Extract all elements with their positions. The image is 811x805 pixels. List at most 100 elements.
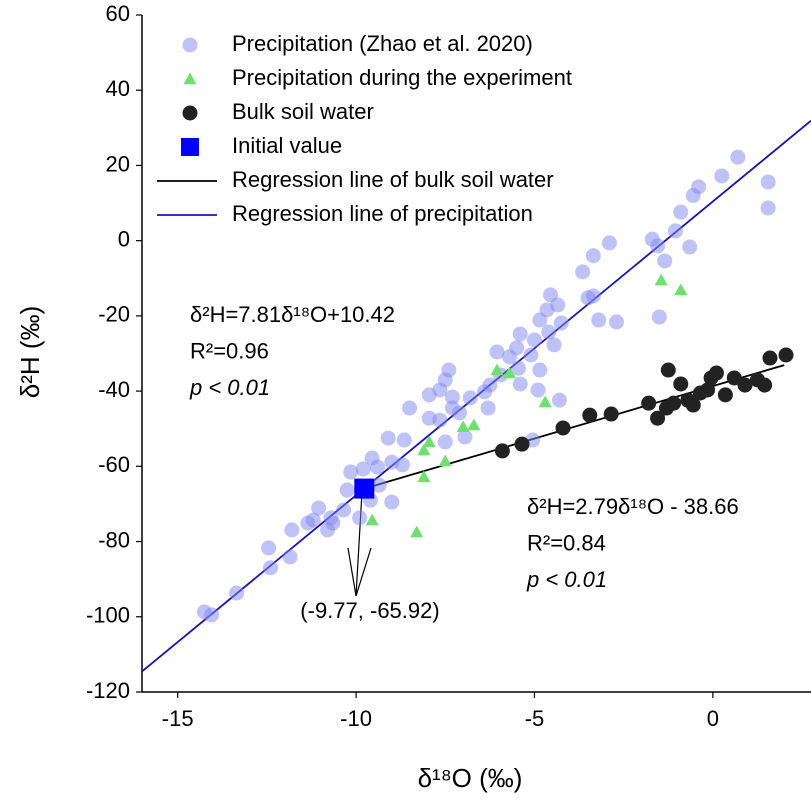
point [417,443,431,456]
point [467,418,481,431]
point [641,395,657,411]
point [685,188,701,204]
point [526,332,542,348]
y-tick-label: -80 [98,527,130,552]
y-tick-label: 0 [118,226,130,251]
point [311,500,327,516]
y-tick-label: -120 [86,678,130,703]
point [417,470,431,483]
point [700,382,716,398]
x-tick-label: -15 [162,706,194,731]
point [523,347,539,363]
point [651,309,667,325]
annotation: R²=0.84 [527,530,606,555]
y-tick-label: -20 [98,302,130,327]
arrow [347,491,372,597]
x-axis-label: δ¹⁸O (‰) [418,763,523,793]
x-tick-label: -5 [525,706,545,731]
point [673,376,689,392]
point [682,239,698,255]
point [708,365,724,381]
annotation: δ²H=7.81δ¹⁸O+10.42 [190,302,395,327]
point [452,405,468,421]
point [609,314,625,330]
point [514,436,530,452]
point [284,522,300,538]
point [365,513,379,526]
y-axis-label: δ²H (‰) [15,306,45,398]
point [512,326,528,342]
point [456,420,470,433]
point [575,264,591,280]
point [660,362,676,378]
point [229,585,245,601]
point [714,168,730,184]
point [282,549,298,565]
y-tick-label: 40 [106,76,130,101]
legend-marker [183,72,197,85]
point [394,457,410,473]
legend-marker [181,138,199,156]
point [325,515,341,531]
point [380,430,396,446]
point [657,253,673,269]
point [441,362,457,378]
annotation: p < 0.01 [526,567,607,592]
legend-label: Regression line of bulk soil water [232,167,554,192]
legend-label: Precipitation during the experiment [232,65,572,90]
point [300,515,316,531]
point [371,477,387,493]
point [674,283,688,296]
annotation: (-9.77, -65.92) [300,598,439,623]
x-tick-label: 0 [707,706,719,731]
point [502,349,518,365]
y-tick-label: -100 [86,603,130,628]
point [384,494,400,510]
point [512,376,528,392]
point [650,238,666,254]
point [262,560,278,576]
point [667,223,683,239]
point [726,370,742,386]
point [352,510,368,526]
point [532,362,548,378]
point [457,429,473,445]
point [480,400,496,416]
point [585,248,601,264]
point [530,382,546,398]
point [339,482,355,498]
point [355,461,371,477]
y-tick-label: -60 [98,452,130,477]
point [551,392,567,408]
point [757,377,773,393]
legend-marker [182,105,198,121]
point [760,174,776,190]
point [737,377,753,393]
point [650,410,666,426]
point [541,324,557,340]
point [532,312,548,328]
point [582,407,598,423]
point [421,410,437,426]
point [730,149,746,165]
annotation: p < 0.01 [189,375,270,400]
annotation: R²=0.96 [190,338,269,363]
regression-line [364,364,785,490]
point [477,384,493,400]
point [546,337,562,353]
point [204,607,220,623]
point [510,360,526,376]
point [261,540,277,556]
point [762,350,778,366]
point [343,464,359,480]
point [490,363,504,376]
point [553,315,569,331]
point [503,366,517,379]
point [402,400,418,416]
point [438,454,452,467]
point [422,435,436,448]
point [654,273,668,286]
legend-marker [182,37,198,53]
y-tick-label: 60 [106,1,130,26]
